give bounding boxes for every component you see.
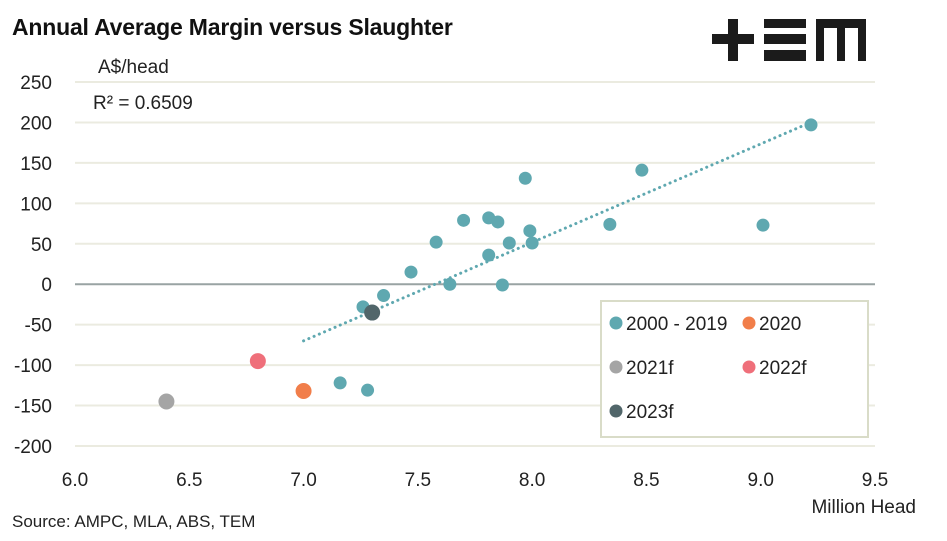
trendline (302, 121, 811, 343)
point-2022f (249, 353, 266, 370)
y-tick-label: 100 (20, 194, 52, 215)
legend-label-2000-2019: 2000 - 2019 (626, 314, 727, 335)
data-points (158, 118, 818, 410)
trendline-layer (302, 121, 811, 343)
y-tick-label: -200 (14, 437, 52, 458)
x-tick-label: 9.5 (862, 470, 888, 491)
x-tick-label: 6.0 (62, 470, 88, 491)
y-tick-label: -50 (25, 316, 52, 337)
point-2000-2019 (635, 163, 649, 177)
point-2021f (158, 393, 175, 410)
y-tick-label: 50 (31, 235, 52, 256)
point-2000-2019 (603, 217, 617, 231)
point-2000-2019 (429, 235, 443, 249)
y-tick-label: 250 (20, 73, 52, 94)
point-2023f (364, 304, 381, 321)
r-squared-annotation: R² = 0.6509 (93, 93, 193, 114)
point-2000-2019 (502, 236, 516, 250)
y-tick-label: 200 (20, 113, 52, 134)
point-2020 (295, 382, 312, 399)
logo-equals-top (764, 19, 806, 28)
x-tick-label: 9.0 (748, 470, 774, 491)
x-tick-label: 7.5 (405, 470, 431, 491)
point-2000-2019 (377, 289, 391, 303)
x-axis-label: Million Head (811, 497, 916, 518)
legend-label-2021f: 2021f (626, 358, 674, 379)
legend-marker-2020 (742, 316, 756, 330)
y-tick-label: -150 (14, 397, 52, 418)
point-2000-2019 (404, 265, 418, 279)
legend-label-2022f: 2022f (759, 358, 807, 379)
point-2000-2019 (518, 171, 532, 185)
x-tick-label: 7.0 (290, 470, 316, 491)
x-axis-ticks: 6.0 6.5 7.0 7.5 8.0 8.5 9.0 9.5 (62, 470, 888, 491)
tem-logo (712, 19, 866, 61)
point-2000-2019 (495, 278, 509, 292)
point-2000-2019 (443, 277, 457, 291)
point-2000-2019 (482, 248, 496, 262)
logo-equals-middle (764, 34, 806, 44)
x-tick-label: 8.0 (519, 470, 545, 491)
point-2000-2019 (756, 218, 770, 232)
point-2000-2019 (525, 236, 539, 250)
source-note: Source: AMPC, MLA, ABS, TEM (12, 512, 256, 531)
chart-title: Annual Average Margin versus Slaughter (12, 14, 453, 40)
point-2000-2019 (457, 213, 471, 227)
point-2000-2019 (361, 383, 375, 397)
legend-marker-2021f (609, 360, 623, 374)
y-tick-label: 0 (41, 275, 52, 296)
y-axis-label: A$/head (98, 57, 169, 78)
legend-marker-2022f (742, 360, 756, 374)
logo-equals-bottom (764, 50, 806, 61)
legend: 2000 - 2019 2020 2021f 2022f 2023f (600, 300, 869, 438)
y-tick-label: -100 (14, 356, 52, 377)
point-2000-2019 (804, 118, 818, 132)
point-2000-2019 (523, 224, 537, 238)
y-axis-ticks: 250 200 150 100 50 0 -50 -100 -150 -200 (14, 73, 52, 458)
point-2000-2019 (333, 376, 347, 390)
legend-label-2020: 2020 (759, 314, 801, 335)
legend-box (600, 300, 869, 438)
legend-marker-2023f (609, 404, 623, 418)
legend-label-2023f: 2023f (626, 402, 674, 423)
point-2000-2019 (491, 215, 505, 229)
y-tick-label: 150 (20, 154, 52, 175)
logo-plus-vertical (728, 19, 738, 61)
x-tick-label: 8.5 (633, 470, 659, 491)
x-tick-label: 6.5 (176, 470, 202, 491)
legend-marker-2000-2019 (609, 316, 623, 330)
logo-m (816, 19, 866, 61)
